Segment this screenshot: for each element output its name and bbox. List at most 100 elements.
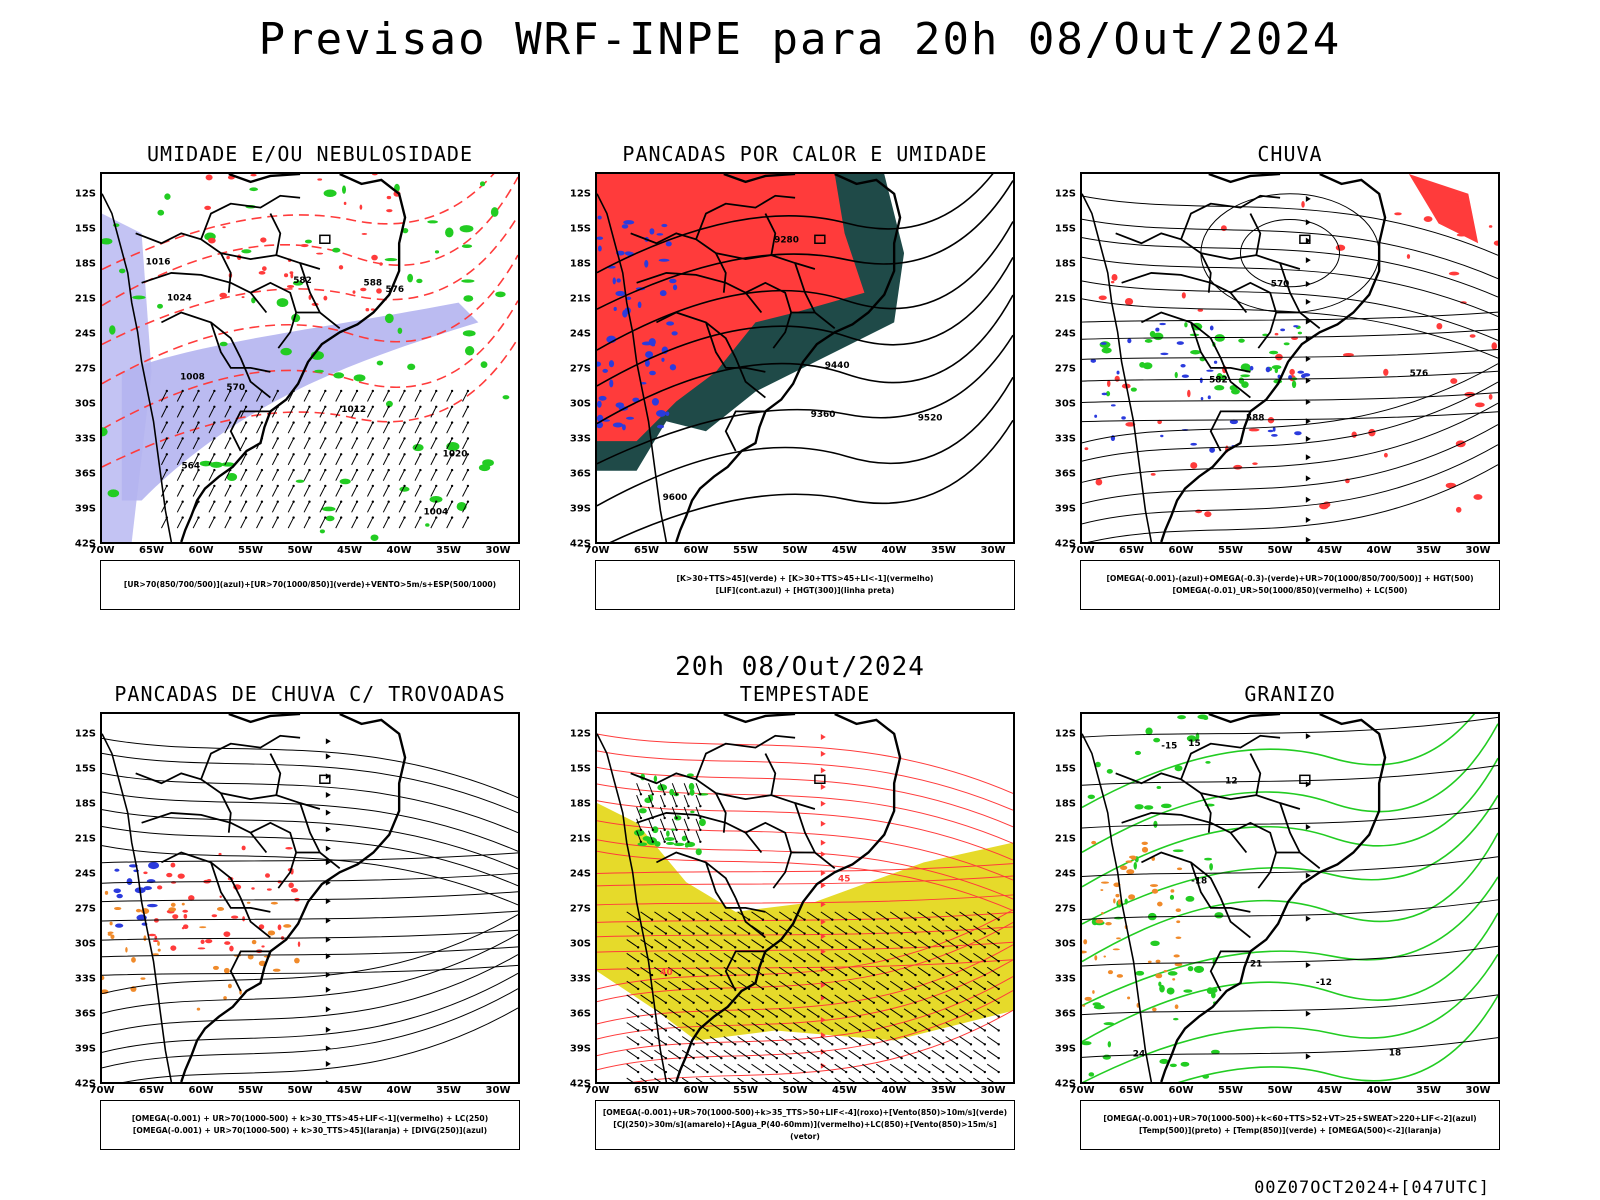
wind-vector: [917, 952, 930, 962]
streamline: [631, 1009, 1013, 1082]
vector-head: [914, 1001, 917, 1004]
wind-vector: [462, 501, 469, 513]
df-box: [814, 234, 826, 244]
omega500-cell: [1151, 888, 1159, 894]
wind-vector: [430, 422, 437, 434]
wind-vector: [709, 939, 722, 948]
vector-head: [942, 960, 945, 963]
wind-vector: [820, 911, 833, 921]
latitude-axis: 12S 15S 18S 21S 24S 27S 30S 33S 36S 39S 42S: [60, 172, 98, 550]
storm-orange-cell: [181, 902, 185, 906]
longitude-tick: 30W: [485, 545, 511, 556]
green-humidity-cell: [412, 443, 424, 452]
longitude-tick: 50W: [287, 545, 313, 556]
vector-head: [229, 516, 232, 519]
wind-vector: [160, 469, 168, 481]
omega500-cell: [1117, 899, 1121, 906]
vector-head: [747, 1056, 751, 1060]
vector-head: [292, 453, 295, 456]
streamline: [1082, 237, 1498, 298]
country-border: [705, 322, 766, 373]
omega500-cell: [1082, 950, 1087, 954]
streamline: [597, 863, 1013, 875]
latitude-tick: 18S: [74, 258, 96, 270]
vector-head: [450, 468, 454, 472]
omega500-cell: [1126, 869, 1135, 875]
vector-head: [706, 1015, 709, 1018]
flow-arrow: [325, 859, 331, 866]
green-humidity-cell: [280, 347, 292, 356]
wind-vector: [903, 925, 916, 934]
rain-red-cell: [1197, 308, 1204, 312]
temp850-west-cell: [1102, 1054, 1111, 1060]
wind-vector: [986, 911, 999, 921]
wind-vector: [671, 794, 678, 807]
legend-line: [UR>70(850/700/500)](azul)+[UR>70(1000/8…: [123, 580, 497, 589]
vector-head: [678, 973, 681, 977]
vector-head: [706, 1070, 709, 1074]
latitude-tick: 12S: [1054, 728, 1076, 740]
vector-head: [197, 500, 200, 503]
vector-head: [260, 516, 264, 519]
wind-vector: [765, 1008, 778, 1018]
green-humidity-cell: [495, 291, 506, 298]
country-border: [656, 851, 737, 899]
rain-red-cell: [1107, 380, 1111, 388]
streamline: [597, 909, 1013, 990]
vector-head: [450, 421, 454, 424]
wind-vector: [654, 939, 667, 948]
vector-head: [699, 793, 702, 796]
lif-contours-cell: [649, 370, 656, 376]
vector-head: [260, 500, 264, 503]
red-contours-cell: [386, 209, 393, 213]
wind-vector: [834, 966, 847, 976]
wind-vector: [737, 911, 750, 921]
wind-vector: [430, 438, 437, 450]
vector-head: [969, 973, 973, 977]
wind-vector: [973, 1063, 986, 1073]
vector-head: [213, 516, 216, 519]
wind-vector: [973, 952, 986, 962]
wind-vector: [723, 1049, 736, 1059]
wind-vector: [367, 438, 374, 450]
wind-vector: [986, 1049, 999, 1059]
wind-vector: [751, 980, 764, 990]
vector-head: [213, 421, 216, 424]
wind-vector: [959, 1049, 972, 1059]
wind-vector: [709, 980, 722, 990]
temp850-west-cell: [1166, 987, 1175, 995]
vector-head: [197, 437, 200, 440]
vector-head: [775, 1015, 779, 1018]
thickness-contours: [102, 174, 518, 468]
wind-vector: [917, 925, 930, 934]
wind-vector: [695, 818, 701, 831]
vector-head: [789, 1043, 792, 1046]
lif-contours-cell: [616, 278, 621, 283]
wind-vector: [765, 994, 778, 1004]
wind-vector: [709, 1049, 722, 1059]
country-border: [299, 802, 321, 853]
wind-vector: [640, 966, 653, 976]
vector-head: [761, 1029, 765, 1032]
omega500-cell: [1176, 867, 1183, 871]
vector-head: [165, 405, 169, 408]
wind-vector: [834, 911, 847, 921]
red-contours-cell: [361, 232, 368, 235]
streamline: [1082, 298, 1498, 359]
latitude-tick: 42S: [1054, 538, 1076, 550]
wind-vector: [723, 952, 736, 962]
vector-head: [687, 816, 690, 820]
green-humidity-cell: [479, 181, 486, 187]
vector-head: [734, 987, 737, 991]
vector-head: [914, 1015, 917, 1018]
omega500-cell: [1174, 962, 1183, 967]
vector-head: [983, 932, 987, 935]
wind-vector: [668, 966, 681, 976]
flow-arrow: [1305, 298, 1311, 305]
vector-head: [886, 1015, 889, 1018]
vector-head: [775, 918, 779, 921]
vector-head: [872, 1001, 876, 1004]
longitude-tick: 55W: [238, 1085, 263, 1096]
wind-vector: [806, 994, 819, 1004]
vector-head: [692, 1001, 695, 1004]
